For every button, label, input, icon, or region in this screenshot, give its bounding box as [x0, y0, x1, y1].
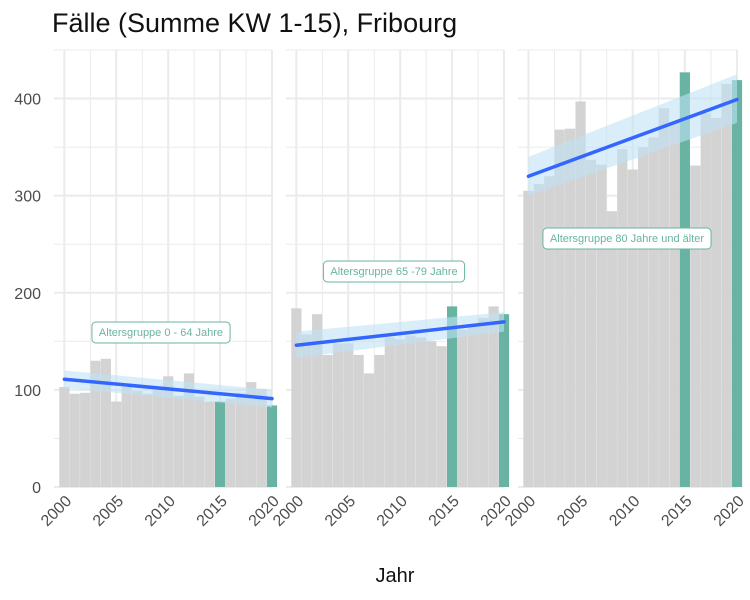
confidence-band: [528, 74, 737, 196]
bar: [395, 339, 406, 487]
chart-title: Fälle (Summe KW 1-15), Fribourg: [52, 8, 457, 38]
bar-highlight: [215, 401, 226, 487]
facet-panel: [286, 49, 510, 488]
bar: [59, 386, 70, 487]
facet-panel: [518, 49, 743, 488]
bar: [363, 373, 375, 487]
bar: [617, 149, 628, 487]
bar: [415, 337, 427, 487]
trend-line: [294, 320, 506, 347]
bar: [575, 101, 586, 488]
bar: [90, 360, 101, 487]
x-tick-label: 2010: [374, 493, 411, 530]
bar: [426, 341, 437, 487]
plot-area: 0 100 200 300 400 Altersgruppe 0 - 64 Jahre 20…: [14, 49, 748, 530]
x-axis-label: Jahr: [376, 565, 415, 587]
annotation-label: Altersgruppe 80 Jahre und älter: [550, 233, 704, 245]
bar: [585, 159, 597, 488]
bar: [721, 83, 732, 487]
x-tick-label: 2015: [426, 493, 463, 530]
trend-line: [526, 97, 739, 178]
bar: [405, 335, 416, 487]
x-tick-label: 2015: [194, 493, 231, 530]
bar: [606, 211, 617, 487]
bar-highlight: [266, 405, 278, 487]
y-tick-label: 200: [14, 286, 41, 303]
bar: [457, 329, 468, 487]
x-tick-label: 2015: [658, 493, 695, 530]
bar: [69, 393, 80, 487]
bar-highlight: [498, 314, 510, 487]
y-tick-label: 300: [14, 189, 41, 206]
bar: [627, 169, 638, 488]
bar: [256, 388, 267, 487]
annotation-box: [542, 227, 712, 250]
bar: [100, 358, 111, 487]
bar: [533, 184, 544, 487]
bar: [669, 122, 680, 487]
annotation-box: [91, 321, 231, 344]
bar: [131, 390, 143, 487]
bar: [436, 346, 447, 487]
bar: [353, 354, 364, 487]
bar-highlight: [447, 306, 458, 487]
y-tick-label: 0: [32, 480, 41, 497]
bar: [478, 318, 489, 487]
annotation-label: Altersgruppe 65 -79 Jahre: [330, 266, 457, 278]
bar: [111, 401, 122, 487]
bar: [343, 343, 354, 487]
bar: [658, 108, 670, 488]
bar: [711, 117, 722, 487]
bar: [204, 401, 215, 487]
x-tick-label: 2000: [38, 493, 75, 530]
y-tick-label: 100: [14, 383, 41, 400]
bar: [384, 337, 395, 487]
bar: [690, 165, 701, 487]
bar: [246, 382, 257, 487]
bar: [291, 308, 302, 487]
bar: [488, 306, 499, 487]
y-tick-label: 400: [14, 92, 41, 109]
bar-highlight: [731, 80, 743, 488]
bar: [152, 389, 163, 487]
x-tick-label: 2020: [711, 493, 748, 530]
bar: [142, 393, 153, 487]
x-tick-label: 2010: [606, 493, 643, 530]
bar: [80, 392, 91, 487]
annotation-box: [322, 260, 466, 283]
bar: [225, 398, 236, 487]
bar: [544, 176, 555, 487]
bar: [565, 128, 576, 487]
bar: [163, 376, 174, 487]
bar: [312, 314, 323, 487]
bar: [554, 129, 565, 487]
facet-panel: [54, 49, 278, 488]
bar: [467, 325, 478, 487]
bar: [121, 386, 132, 487]
x-tick-label: 2010: [142, 493, 179, 530]
trend-line: [62, 377, 274, 401]
bar-highlight: [679, 72, 690, 487]
bar: [194, 396, 205, 487]
bar: [322, 354, 333, 487]
bar: [183, 373, 195, 487]
bar: [700, 113, 711, 487]
bar: [332, 343, 343, 487]
bar: [374, 354, 385, 487]
bar: [301, 334, 312, 487]
annotation-label: Altersgruppe 0 - 64 Jahre: [99, 327, 223, 339]
bar: [596, 164, 607, 487]
bar: [523, 190, 534, 488]
bar: [235, 392, 246, 487]
bar: [648, 137, 659, 487]
bar: [638, 147, 649, 487]
x-tick-label: 2005: [90, 493, 127, 530]
bar: [173, 395, 184, 487]
x-tick-label: 2005: [554, 493, 591, 530]
x-tick-label: 2005: [322, 493, 359, 530]
